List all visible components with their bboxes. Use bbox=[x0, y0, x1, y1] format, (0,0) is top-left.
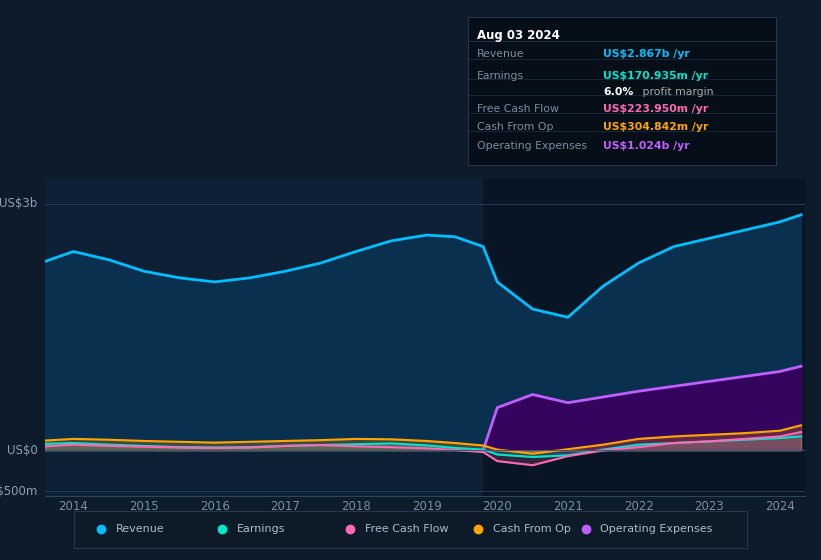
Text: US$304.842m /yr: US$304.842m /yr bbox=[603, 122, 709, 132]
Text: Earnings: Earnings bbox=[236, 525, 286, 534]
Text: profit margin: profit margin bbox=[639, 87, 713, 97]
Text: US$3b: US$3b bbox=[0, 197, 38, 211]
Text: US$2.867b /yr: US$2.867b /yr bbox=[603, 49, 690, 59]
Text: Operating Expenses: Operating Expenses bbox=[477, 141, 587, 151]
Text: US$0: US$0 bbox=[7, 444, 38, 457]
Text: -US$500m: -US$500m bbox=[0, 485, 38, 498]
Text: Revenue: Revenue bbox=[477, 49, 525, 59]
Text: US$1.024b /yr: US$1.024b /yr bbox=[603, 141, 690, 151]
Text: Free Cash Flow: Free Cash Flow bbox=[477, 104, 559, 114]
Text: Aug 03 2024: Aug 03 2024 bbox=[477, 30, 560, 43]
Text: US$223.950m /yr: US$223.950m /yr bbox=[603, 104, 709, 114]
Text: Operating Expenses: Operating Expenses bbox=[600, 525, 713, 534]
Text: Earnings: Earnings bbox=[477, 71, 525, 81]
Text: Cash From Op: Cash From Op bbox=[493, 525, 571, 534]
Text: 6.0%: 6.0% bbox=[603, 87, 634, 97]
Text: Free Cash Flow: Free Cash Flow bbox=[365, 525, 448, 534]
Bar bbox=[483, 179, 805, 496]
Text: Revenue: Revenue bbox=[116, 525, 164, 534]
Text: Cash From Op: Cash From Op bbox=[477, 122, 553, 132]
Text: US$170.935m /yr: US$170.935m /yr bbox=[603, 71, 709, 81]
